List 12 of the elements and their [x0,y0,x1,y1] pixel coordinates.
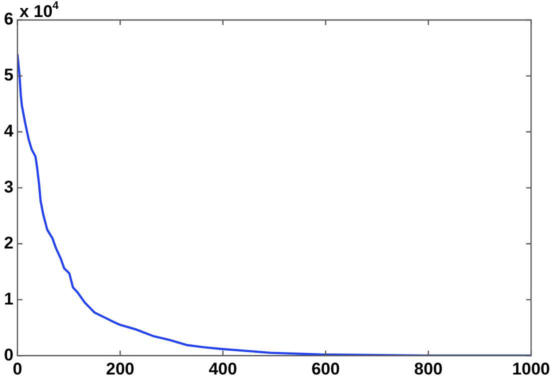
x-tick-label: 1000 [512,359,550,378]
y-tick-label: 2 [4,233,14,252]
x-tick-label: 400 [208,359,238,378]
y-tick-label: 0 [4,345,14,364]
x-tick-label: 200 [106,359,134,378]
x-tick-label: 800 [414,359,443,378]
x-tick-label: 600 [311,359,340,378]
y-tick-label: 6 [4,10,14,29]
y-tick-label: 1 [4,289,14,308]
y-tick-label: 3 [4,177,14,196]
y-tick-label: 4 [4,122,14,141]
y-tick-label: 5 [4,66,14,85]
